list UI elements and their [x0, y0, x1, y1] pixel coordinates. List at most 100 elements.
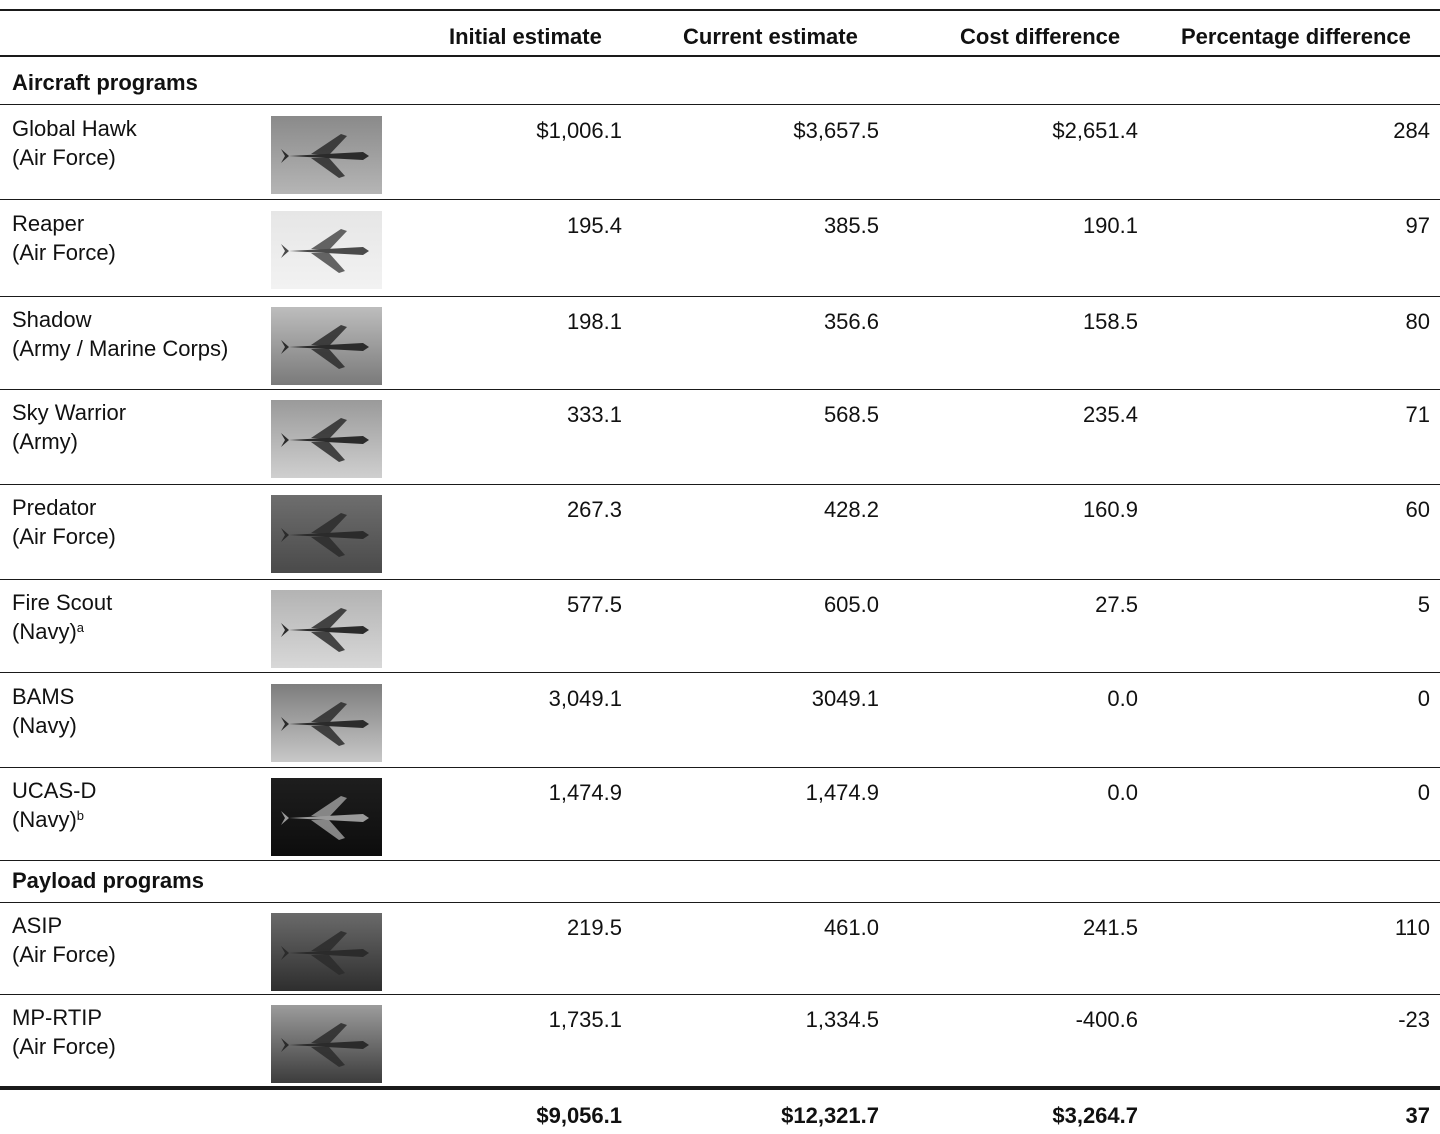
- cell-initial-estimate: 198.1: [566, 309, 622, 334]
- service-label: (Air Force): [12, 145, 116, 170]
- cell-initial-estimate: 333.1: [566, 402, 622, 427]
- cell-percentage-difference: 0: [1417, 686, 1430, 711]
- program-service: (Navy): [12, 711, 77, 740]
- header-cost-difference: Cost difference: [960, 24, 1121, 49]
- totals-rule: [0, 1086, 1440, 1090]
- fire-scout-photo: [271, 590, 382, 668]
- footnote-marker: a: [76, 620, 85, 635]
- row-rule: [0, 199, 1440, 200]
- row-rule: [0, 860, 1440, 861]
- section-rule: [0, 104, 1440, 105]
- service-label: (Air Force): [12, 524, 116, 549]
- program-name: BAMS: [12, 684, 75, 709]
- program-name: Reaper: [12, 211, 85, 236]
- cell-cost-difference: 158.5: [1082, 309, 1138, 334]
- program-name: Fire Scout: [12, 590, 113, 615]
- program-service: (Air Force): [12, 143, 137, 172]
- cell-cost-difference: $2,651.4: [1052, 118, 1138, 143]
- cell-initial-estimate: 1,474.9: [548, 780, 622, 805]
- service-label: (Army): [12, 429, 78, 454]
- ucas-d-photo: [271, 778, 382, 856]
- program-service: (Army / Marine Corps): [12, 334, 228, 363]
- total-initial-estimate: $9,056.1: [536, 1103, 622, 1128]
- program-name: ASIP: [12, 913, 63, 938]
- total-percentage-difference: 37: [1405, 1103, 1430, 1128]
- cell-current-estimate: 1,334.5: [805, 1007, 879, 1032]
- program-service: (Army): [12, 427, 126, 456]
- cell-percentage-difference: 284: [1393, 118, 1430, 143]
- table-top-rule: [0, 9, 1440, 11]
- cell-cost-difference: 160.9: [1082, 497, 1138, 522]
- cell-cost-difference: 241.5: [1082, 915, 1138, 940]
- mp-rtip-photo: [271, 1005, 382, 1083]
- cell-current-estimate: 461.0: [823, 915, 879, 940]
- program-name-cell: MP-RTIP (Air Force): [12, 1003, 116, 1061]
- section-payload-programs: Payload programs: [12, 868, 204, 893]
- cell-initial-estimate: 577.5: [566, 592, 622, 617]
- sky-warrior-photo: [271, 400, 382, 478]
- cell-current-estimate: $3,657.5: [793, 118, 879, 143]
- program-name: MP-RTIP: [12, 1005, 103, 1030]
- program-service: (Navy)a: [12, 617, 112, 646]
- cell-initial-estimate: 3,049.1: [548, 686, 622, 711]
- header-initial-estimate: Initial estimate: [449, 24, 602, 49]
- global-hawk-photo: [271, 116, 382, 194]
- program-name-cell: Sky Warrior (Army): [12, 398, 126, 456]
- cell-initial-estimate: 219.5: [566, 915, 622, 940]
- program-name: Sky Warrior: [12, 400, 127, 425]
- service-label: (Navy): [12, 619, 77, 644]
- cell-cost-difference: 0.0: [1107, 686, 1138, 711]
- cell-current-estimate: 605.0: [823, 592, 879, 617]
- cell-initial-estimate: $1,006.1: [536, 118, 622, 143]
- cell-percentage-difference: -23: [1398, 1007, 1430, 1032]
- row-rule: [0, 672, 1440, 673]
- asip-photo: [271, 913, 382, 991]
- header-percentage-difference: Percentage difference: [1181, 24, 1411, 49]
- program-service: (Air Force): [12, 940, 116, 969]
- service-label: (Navy): [12, 807, 77, 832]
- row-rule: [0, 767, 1440, 768]
- program-name-cell: Shadow (Army / Marine Corps): [12, 305, 228, 363]
- header-current-estimate: Current estimate: [683, 24, 858, 49]
- predator-photo: [271, 495, 382, 573]
- cell-percentage-difference: 71: [1405, 402, 1430, 427]
- row-rule: [0, 484, 1440, 485]
- program-name: UCAS-D: [12, 778, 97, 803]
- program-name: Global Hawk: [12, 116, 137, 141]
- reaper-photo: [271, 211, 382, 289]
- program-name-cell: Reaper (Air Force): [12, 209, 116, 267]
- program-service: (Navy)b: [12, 805, 96, 834]
- service-label: (Navy): [12, 713, 77, 738]
- cell-current-estimate: 1,474.9: [805, 780, 879, 805]
- program-service: (Air Force): [12, 522, 116, 551]
- cell-percentage-difference: 0: [1417, 780, 1430, 805]
- program-name-cell: UCAS-D (Navy)b: [12, 776, 96, 834]
- service-label: (Air Force): [12, 942, 116, 967]
- service-label: (Army / Marine Corps): [12, 336, 229, 361]
- row-rule: [0, 579, 1440, 580]
- program-name-cell: Predator (Air Force): [12, 493, 116, 551]
- cell-cost-difference: 190.1: [1082, 213, 1138, 238]
- cell-cost-difference: 235.4: [1082, 402, 1138, 427]
- program-name-cell: Fire Scout (Navy)a: [12, 588, 112, 646]
- program-name: Shadow: [12, 307, 92, 332]
- total-cost-difference: $3,264.7: [1052, 1103, 1138, 1128]
- total-current-estimate: $12,321.7: [781, 1103, 879, 1128]
- shadow-photo: [271, 307, 382, 385]
- cell-cost-difference: -400.6: [1075, 1007, 1138, 1032]
- cell-percentage-difference: 80: [1405, 309, 1430, 334]
- header-rule: [0, 55, 1440, 57]
- program-name-cell: BAMS (Navy): [12, 682, 77, 740]
- cell-current-estimate: 356.6: [823, 309, 879, 334]
- program-name-cell: ASIP (Air Force): [12, 911, 116, 969]
- cell-percentage-difference: 110: [1394, 915, 1430, 940]
- row-rule: [0, 994, 1440, 995]
- cell-current-estimate: 428.2: [823, 497, 879, 522]
- cell-initial-estimate: 195.4: [566, 213, 622, 238]
- program-service: (Air Force): [12, 238, 116, 267]
- program-name: Predator: [12, 495, 97, 520]
- section-rule: [0, 902, 1440, 903]
- bams-photo: [271, 684, 382, 762]
- section-aircraft-programs: Aircraft programs: [12, 70, 198, 95]
- footnote-marker: b: [76, 808, 85, 823]
